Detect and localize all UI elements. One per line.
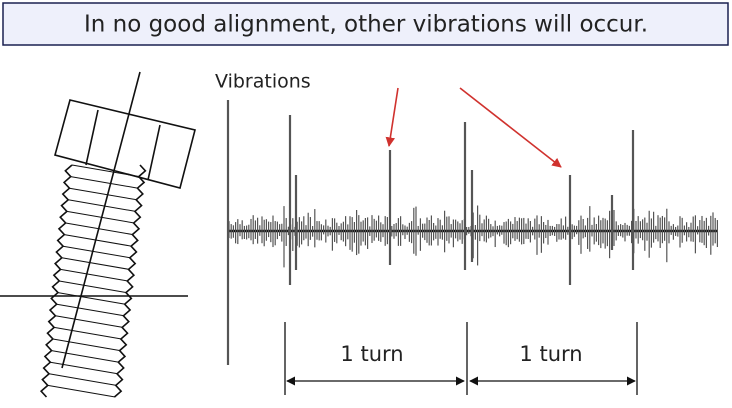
turn-markers — [284, 322, 638, 395]
pointer-arrow — [385, 87, 399, 147]
thread-line — [60, 268, 129, 282]
turn-label: 1 turn — [340, 342, 403, 366]
thread-line — [50, 361, 118, 375]
thread-line — [47, 384, 116, 398]
thread-line — [66, 210, 135, 224]
pointer-arrow — [459, 87, 562, 168]
waveform — [226, 100, 719, 365]
thread-line — [61, 257, 130, 270]
thread-line — [48, 373, 117, 386]
turn-label: 1 turn — [519, 342, 582, 366]
thread-line — [70, 176, 139, 189]
header-box — [2, 2, 729, 46]
header-title: In no good alignment, other vibrations w… — [84, 12, 648, 38]
thread-line — [62, 245, 131, 259]
thread-line — [69, 187, 137, 201]
thread-line — [64, 234, 132, 247]
thread-line — [65, 222, 134, 236]
thread-edge — [113, 164, 147, 398]
thread-line — [68, 199, 136, 212]
thread-line — [57, 292, 126, 305]
thread-line — [52, 338, 121, 352]
thread-edge — [39, 164, 73, 398]
thread-line — [59, 280, 127, 294]
thread-line — [54, 326, 122, 340]
thread-line — [71, 164, 140, 178]
graph-label: Vibrations — [215, 71, 311, 93]
bolt — [0, 71, 196, 398]
thread-line — [55, 315, 123, 328]
thread-line — [56, 303, 125, 317]
thread-line — [51, 350, 120, 363]
